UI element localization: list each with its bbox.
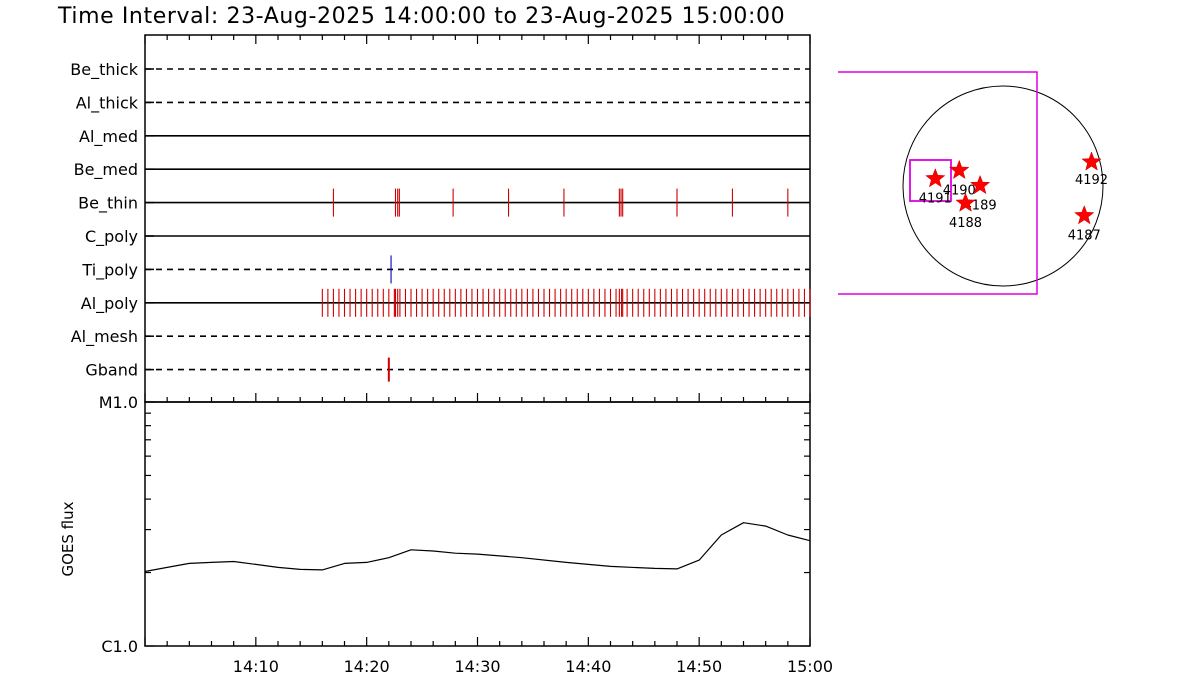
goes-frame — [144, 401, 811, 647]
channel-label: Ti_poly — [81, 260, 138, 280]
x-tick-label: 14:30 — [454, 657, 500, 676]
channel-label: Be_med — [74, 160, 138, 180]
x-tick-label: 14:40 — [565, 657, 611, 676]
fov-box-large — [838, 71, 1038, 295]
x-tick-label: 14:50 — [676, 657, 722, 676]
solar-disk — [902, 85, 1104, 287]
active-region-label: 4190 — [943, 183, 976, 198]
x-tick-label: 14:10 — [233, 657, 279, 676]
channel-label: Gband — [85, 361, 138, 380]
x-tick-label: 14:20 — [344, 657, 390, 676]
timeline-frame — [144, 34, 811, 403]
goes-flux-line — [144, 522, 811, 573]
y-axis-label: GOES flux — [59, 501, 77, 576]
active-region-label: 4191 — [919, 192, 952, 207]
active-region-star — [969, 174, 991, 195]
active-region-label: 4188 — [949, 216, 982, 231]
y-tick-label: C1.0 — [101, 637, 138, 656]
active-region-label: 4187 — [1068, 229, 1101, 244]
channel-label: Be_thin — [78, 194, 138, 214]
active-region-label: 4192 — [1075, 173, 1108, 188]
active-region-star — [1081, 151, 1102, 171]
active-region-star — [925, 167, 946, 188]
active-region-star — [1074, 204, 1095, 225]
x-tick-label: 15:00 — [787, 657, 833, 676]
active-region-star — [949, 159, 970, 180]
channel-label: Al_thick — [76, 93, 139, 113]
active-region-star — [955, 192, 976, 212]
channel-timeline-panel: Be_thick Al_thick Al_med Be_med Be_thin C_pol… — [70, 34, 811, 403]
channel-label: Be_thick — [70, 60, 138, 80]
y-tick-label: M1.0 — [99, 393, 138, 412]
channel-label: Al_mesh — [71, 327, 138, 347]
channel-label: Al_med — [79, 127, 138, 147]
channel-label: C_poly — [85, 227, 138, 247]
goes-flux-panel: M1.0 C1.0 GOES flux 14:10 14:20 14:30 14:40 14:… — [59, 393, 833, 676]
fov-box-small — [909, 159, 952, 202]
chart-title: Time Interval: 23-Aug-2025 14:00:00 to 2… — [57, 4, 785, 29]
channel-label: Al_poly — [81, 294, 138, 314]
